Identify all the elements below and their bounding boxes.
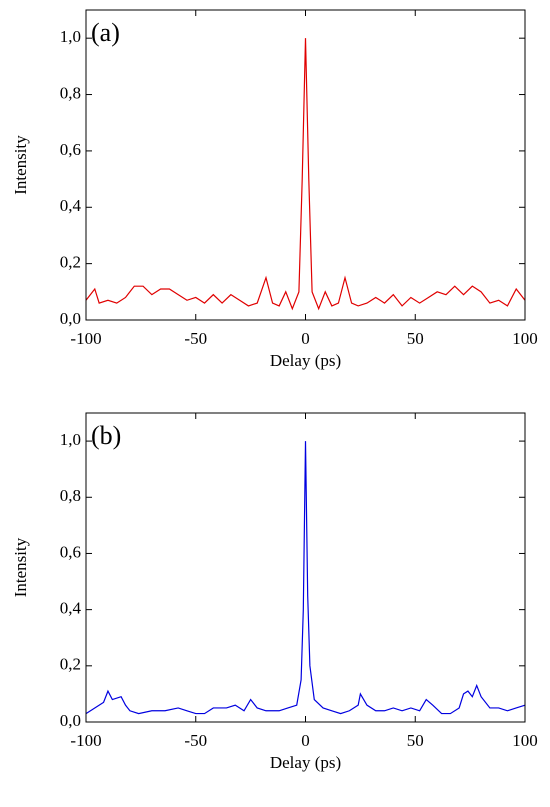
x-tick-label: 100 [512, 329, 538, 348]
x-tick-label: -50 [184, 731, 207, 750]
x-tick-label: -100 [70, 731, 101, 750]
y-tick-label: 0,4 [60, 599, 82, 618]
data-line [85, 441, 526, 715]
y-tick-label: 0,6 [60, 140, 81, 159]
y-tick-label: 1,0 [60, 27, 81, 46]
x-tick-label: 50 [407, 329, 424, 348]
x-tick-label: -100 [70, 329, 101, 348]
x-axis-label: Delay (ps) [270, 351, 341, 370]
x-axis-label: Delay (ps) [270, 753, 341, 772]
y-tick-label: 0,8 [60, 486, 81, 505]
panel-label: (b) [91, 421, 121, 450]
y-tick-label: 0,0 [60, 711, 81, 730]
y-tick-label: 0,0 [60, 309, 81, 328]
y-axis-label: Intensity [11, 135, 30, 195]
panel-label: (a) [91, 18, 120, 47]
y-tick-label: 0,8 [60, 83, 81, 102]
x-tick-label: 100 [512, 731, 538, 750]
data-line [85, 38, 526, 311]
y-tick-label: 0,4 [60, 196, 82, 215]
x-tick-label: -50 [184, 329, 207, 348]
y-axis-label: Intensity [11, 537, 30, 597]
x-tick-label: 0 [301, 731, 310, 750]
y-tick-label: 0,2 [60, 253, 81, 272]
x-tick-label: 50 [407, 731, 424, 750]
y-tick-label: 0,2 [60, 655, 81, 674]
y-tick-label: 0,6 [60, 542, 81, 561]
x-tick-label: 0 [301, 329, 310, 348]
y-tick-label: 1,0 [60, 430, 81, 449]
